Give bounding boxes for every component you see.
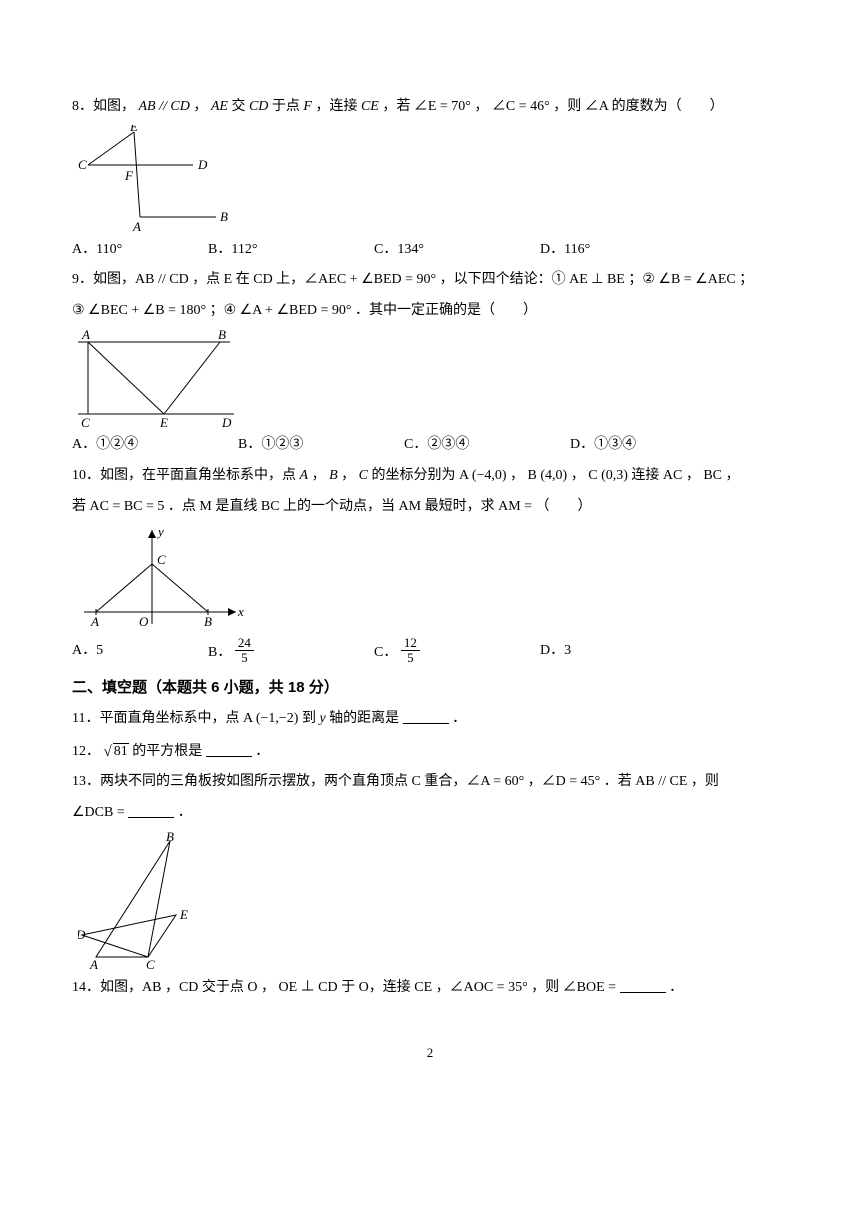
q13-diagram: A B C D E (78, 831, 788, 971)
svg-text:E: E (179, 907, 188, 922)
q9-diagram: A B C D E (78, 328, 788, 428)
q9-opt-b: B．①②③ (238, 432, 398, 459)
svg-text:D: D (197, 157, 208, 172)
q10-opt-b: B． 245 (208, 638, 368, 668)
q10-diagram: y x A B C O (78, 524, 788, 634)
q8-text: 8．如图， AB // CD ， AE 交 CD 于点 F ，连接 CE ，若 … (72, 94, 788, 121)
q9-options: A．①②④ B．①②③ C．②③④ D．①③④ (72, 432, 788, 459)
q10-opt-c: C． 125 (374, 638, 534, 668)
svg-text:C: C (81, 415, 90, 428)
q10-opt-d: D．3 (540, 638, 571, 668)
svg-text:A: A (89, 957, 98, 971)
q8-opt-c: C．134° (374, 237, 534, 264)
sqrt-icon: 81 (104, 737, 129, 766)
svg-text:E: E (129, 125, 138, 134)
q9-line2: ③ ∠BEC + ∠B = 180° ；④ ∠A + ∠BED = 90° ．其… (72, 298, 788, 325)
q8-options: A．110° B．112° C．134° D．116° (72, 237, 788, 264)
q8-diagram: E C D F A B (78, 125, 788, 233)
q13-line1: 13．两块不同的三角板按如图所示摆放，两个直角顶点 C 重合，∠A = 60° … (72, 769, 788, 796)
svg-text:O: O (139, 614, 149, 629)
svg-text:y: y (156, 524, 164, 539)
svg-text:x: x (237, 604, 244, 619)
q9-opt-d: D．①③④ (570, 432, 636, 459)
svg-text:C: C (157, 552, 166, 567)
svg-text:E: E (159, 415, 168, 428)
page-content: 8．如图， AB // CD ， AE 交 CD 于点 F ，连接 CE ，若 … (0, 0, 860, 1106)
svg-text:B: B (166, 831, 174, 844)
q10-line2: 若 AC = BC = 5 ．点 M 是直线 BC 上的一个动点，当 AM 最短… (72, 494, 788, 521)
q10-options: A．5 B． 245 C． 125 D．3 (72, 638, 788, 668)
q8-opt-a: A．110° (72, 237, 202, 264)
q8-t0: 8．如图， (72, 99, 135, 114)
svg-text:B: B (220, 209, 228, 224)
q8-t1: AB // CD (139, 99, 190, 114)
q14-blank (620, 978, 666, 993)
svg-text:D: D (78, 927, 86, 942)
svg-text:F: F (124, 168, 134, 183)
q11-blank (403, 709, 449, 724)
q8-opt-b: B．112° (208, 237, 368, 264)
svg-text:C: C (78, 157, 87, 172)
q11: 11．平面直角坐标系中，点 A (−1,−2) 到 y 轴的距离是 ． (72, 706, 788, 733)
page-number: 2 (72, 1041, 788, 1066)
q10-opt-a: A．5 (72, 638, 202, 668)
q14: 14．如图，AB ，CD 交于点 O ， OE ⊥ CD 于 O，连接 CE ，… (72, 975, 788, 1002)
q8-opt-d: D．116° (540, 237, 590, 264)
q13-blank (128, 803, 174, 818)
q13-line2: ∠DCB = ． (72, 800, 788, 827)
svg-text:A: A (81, 328, 90, 342)
section2-header: 二、填空题（本题共 6 小题，共 18 分） (72, 674, 788, 703)
q12: 12． 81 的平方根是 ． (72, 737, 788, 766)
svg-text:A: A (132, 219, 141, 233)
q9-opt-a: A．①②④ (72, 432, 232, 459)
svg-text:A: A (90, 614, 99, 629)
q8-t2: ，若 ∠E = 70° ， ∠C = 46° ，则 ∠A 的度数为（ ） (382, 99, 723, 114)
svg-text:D: D (221, 415, 232, 428)
q12-blank (206, 742, 252, 757)
svg-text:B: B (218, 328, 226, 342)
svg-text:B: B (204, 614, 212, 629)
q9-opt-c: C．②③④ (404, 432, 564, 459)
svg-text:C: C (146, 957, 155, 971)
q9-line1: 9．如图，AB // CD ，点 E 在 CD 上，∠AEC + ∠BED = … (72, 267, 788, 294)
q10-line1: 10．如图，在平面直角坐标系中，点 A ， B ， C 的坐标分别为 A (−4… (72, 463, 788, 490)
